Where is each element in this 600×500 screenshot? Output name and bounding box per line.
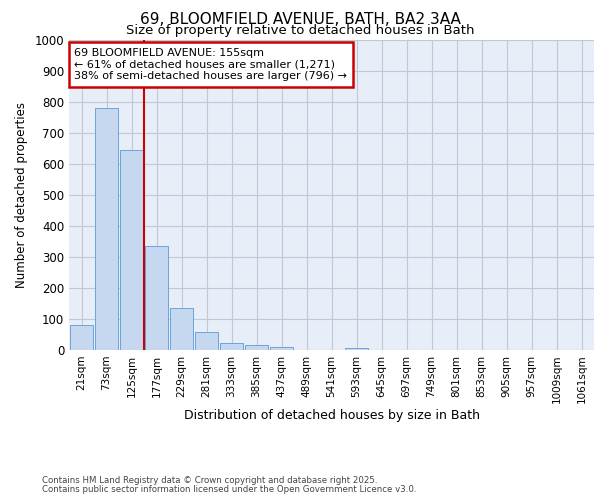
Bar xyxy=(95,108,118,350)
Text: Contains HM Land Registry data © Crown copyright and database right 2025.: Contains HM Land Registry data © Crown c… xyxy=(42,476,377,485)
Text: 69 BLOOMFIELD AVENUE: 155sqm
← 61% of detached houses are smaller (1,271)
38% of: 69 BLOOMFIELD AVENUE: 155sqm ← 61% of de… xyxy=(74,48,347,81)
Bar xyxy=(245,344,268,350)
Bar xyxy=(270,347,293,350)
X-axis label: Distribution of detached houses by size in Bath: Distribution of detached houses by size … xyxy=(184,409,479,422)
Text: 69, BLOOMFIELD AVENUE, BATH, BA2 3AA: 69, BLOOMFIELD AVENUE, BATH, BA2 3AA xyxy=(140,12,460,28)
Y-axis label: Number of detached properties: Number of detached properties xyxy=(14,102,28,288)
Bar xyxy=(70,325,93,350)
Bar xyxy=(345,348,368,350)
Text: Contains public sector information licensed under the Open Government Licence v3: Contains public sector information licen… xyxy=(42,484,416,494)
Text: Size of property relative to detached houses in Bath: Size of property relative to detached ho… xyxy=(126,24,474,37)
Bar xyxy=(145,246,168,350)
Bar xyxy=(170,308,193,350)
Bar xyxy=(195,332,218,350)
Bar xyxy=(220,343,243,350)
Bar xyxy=(120,150,143,350)
